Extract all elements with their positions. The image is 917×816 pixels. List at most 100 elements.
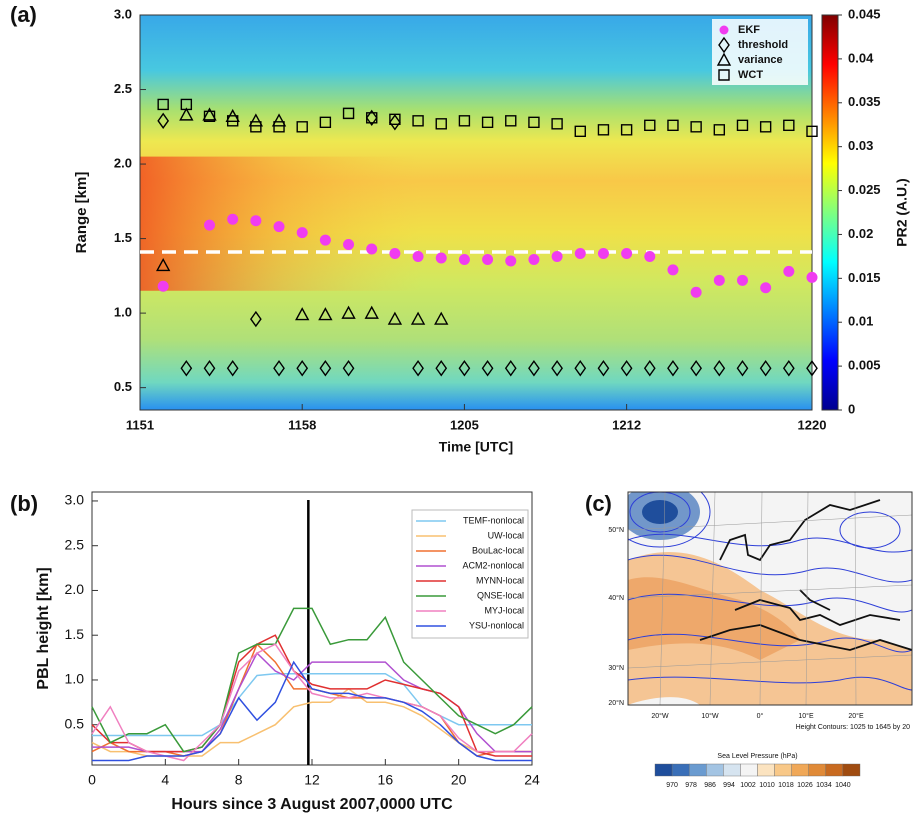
marker [597,360,610,377]
colorbar-tick-label: 0.005 [848,358,881,373]
x-tick-label: 8 [235,772,243,788]
marker [736,119,749,132]
series-line [92,660,532,762]
marker [365,109,378,127]
marker [364,305,379,319]
x-tick-label: 1151 [126,417,154,432]
marker [179,107,194,121]
series-line [91,634,532,757]
y-tick-label: 2.0 [65,581,85,597]
legend-label: QNSE-local [477,590,524,600]
marker [434,311,449,325]
colorbar-tick-label: 0.035 [848,94,881,109]
marker [528,360,540,377]
x-tick-label: 16 [378,772,394,788]
y-tick-label: 1.0 [114,305,132,320]
marker [783,119,795,132]
legend-label: BouLac-local [472,545,524,555]
x-tick-label: 1205 [450,417,479,432]
heatmap-core [140,156,544,291]
marker [273,221,285,233]
colorbar-tick-label: 0.03 [848,138,873,153]
marker [435,118,447,130]
marker [574,360,587,377]
marker [155,257,171,272]
colorbar-cell [791,763,809,777]
panel-label: (b) [10,491,38,516]
marker [319,234,331,246]
colorbar-cell [671,763,690,777]
marker [713,360,726,377]
lon-label: 10°W [701,712,719,720]
marker [458,253,470,265]
y-tick-label: 0.5 [65,715,85,731]
legend-marker [716,52,732,66]
x-tick-label: 12 [304,772,320,788]
colorbar-tick-label: 0.04 [848,50,874,65]
marker [389,247,401,259]
marker [806,271,818,283]
marker [690,121,702,133]
lon-label: 0° [757,712,764,720]
colorbar-cell [654,763,673,777]
marker [226,115,239,127]
x-tick-label: 1220 [798,417,827,432]
y-axis-label: Range [km] [73,172,90,254]
marker [296,121,308,133]
y-tick-label: 1.0 [65,671,85,687]
coastlines [699,499,912,651]
legend-label: ACM2-nonlocal [462,560,524,570]
marker [227,213,239,225]
marker [482,253,494,265]
y-tick-label: 1.5 [114,230,132,245]
marker [319,360,332,377]
colorbar-tick-label: 0.025 [848,182,881,197]
colorbar-tick-label: 1002 [740,782,756,789]
marker [806,360,818,377]
x-tick-label: 1158 [288,417,316,432]
marker [644,250,656,262]
marker [203,360,216,377]
marker [226,360,239,377]
lon-label: 10°E [798,712,814,720]
colorbar-tick-label: 1010 [759,782,775,789]
marker [343,239,355,251]
series-line [91,607,533,753]
marker [271,113,287,127]
panel-label: (c) [585,491,612,516]
marker [760,282,772,294]
contours [628,492,912,691]
colorbar-tick-label: 0.015 [848,270,881,285]
marker [410,311,426,325]
colorbar-cell [842,763,861,777]
marker [597,124,610,136]
colorbar-title: Sea Level Pressure (hPa) [717,753,797,760]
marker [505,255,517,267]
lat-label: 50°N [608,526,624,534]
marker [180,98,193,111]
marker [551,250,563,262]
marker [481,360,494,377]
colorbar-tick-label: 0.045 [848,6,881,21]
y-tick-label: 2.5 [114,81,132,96]
map-frame [627,491,913,706]
x-axis-label: Time [UTC] [439,439,513,455]
colorbar-cell [825,763,844,777]
legend-box [411,509,529,639]
marker [203,110,216,123]
marker [204,219,216,231]
colorbar-cell [723,763,741,777]
x-tick-label: 0 [88,772,96,788]
marker [389,114,401,131]
marker [528,253,540,265]
legend-label: variance [738,54,783,66]
colorbar-cell [688,763,707,777]
marker [713,274,725,286]
marker [366,112,378,124]
legend-label: threshold [738,39,788,51]
marker [250,310,262,328]
x-axis-label: Hours since 3 August 2007,0000 UTC [171,796,453,813]
colorbar-tick-label: 1018 [778,782,794,789]
marker [412,360,424,377]
